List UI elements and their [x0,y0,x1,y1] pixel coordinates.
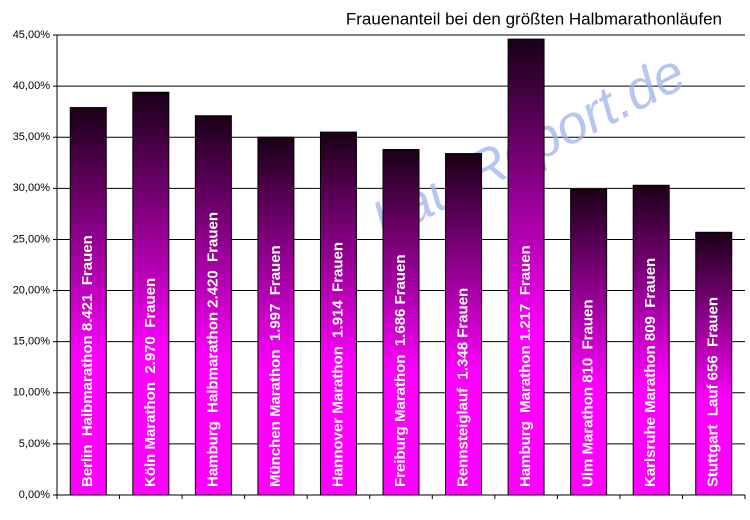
x-tick-label: Hamburg Halbmarathon 2.420 Frauen [204,212,221,487]
bar [319,131,357,496]
x-tick-label: Rennsteiglauf 1.348 Frauen [455,288,472,487]
x-tick-label: München Marathon 1.997 Frauen [267,245,284,487]
y-tick-label: 20,00% [13,284,51,296]
y-tick-label: 0,00% [19,489,50,501]
x-tick-label: Köln Marathon 2.970 Frauen [142,278,159,487]
x-tick-label: Stuttgart Lauf 656 Frauen [705,297,722,487]
x-tick-label: Hannover Marathon 1.914 Frauen [329,242,346,487]
y-tick-label: 15,00% [13,336,51,348]
x-tick-label: Ulm Marathon 810 Frauen [580,299,597,487]
bar [507,38,545,496]
bar [257,136,295,496]
bar [632,184,670,496]
bar [570,188,608,496]
y-tick-label: 10,00% [13,387,51,399]
y-tick-label: 45,00% [13,29,51,41]
bar [695,231,733,496]
y-tick-label: 5,00% [19,438,50,450]
bar [69,107,107,496]
chart-title: Frauenanteil bei den größten Halbmaratho… [346,9,722,28]
bar [382,148,420,496]
x-tick-label: Karlsruhe Marathon 809 Frauen [642,258,659,487]
y-tick-label: 30,00% [13,182,51,194]
x-tick-label: Freiburg Marathon 1.686 Frauen [392,254,409,487]
y-tick-label: 35,00% [13,131,51,143]
y-tick-label: 40,00% [13,80,51,92]
x-tick-label: Berlin Halbmarathon 8.421 Frauen [79,235,96,487]
x-tick-label: Hamburg Marathon 1.217 Frauen [517,245,534,487]
y-tick-label: 25,00% [13,233,51,245]
